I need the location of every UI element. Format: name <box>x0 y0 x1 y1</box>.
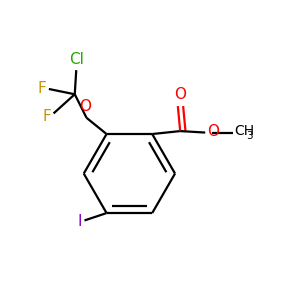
Text: CH: CH <box>234 124 254 138</box>
Text: O: O <box>175 87 187 102</box>
Text: O: O <box>207 124 219 140</box>
Text: 3: 3 <box>246 131 253 141</box>
Text: O: O <box>79 99 91 114</box>
Text: I: I <box>77 214 82 230</box>
Text: Cl: Cl <box>69 52 84 67</box>
Text: F: F <box>37 81 46 96</box>
Text: F: F <box>43 109 51 124</box>
